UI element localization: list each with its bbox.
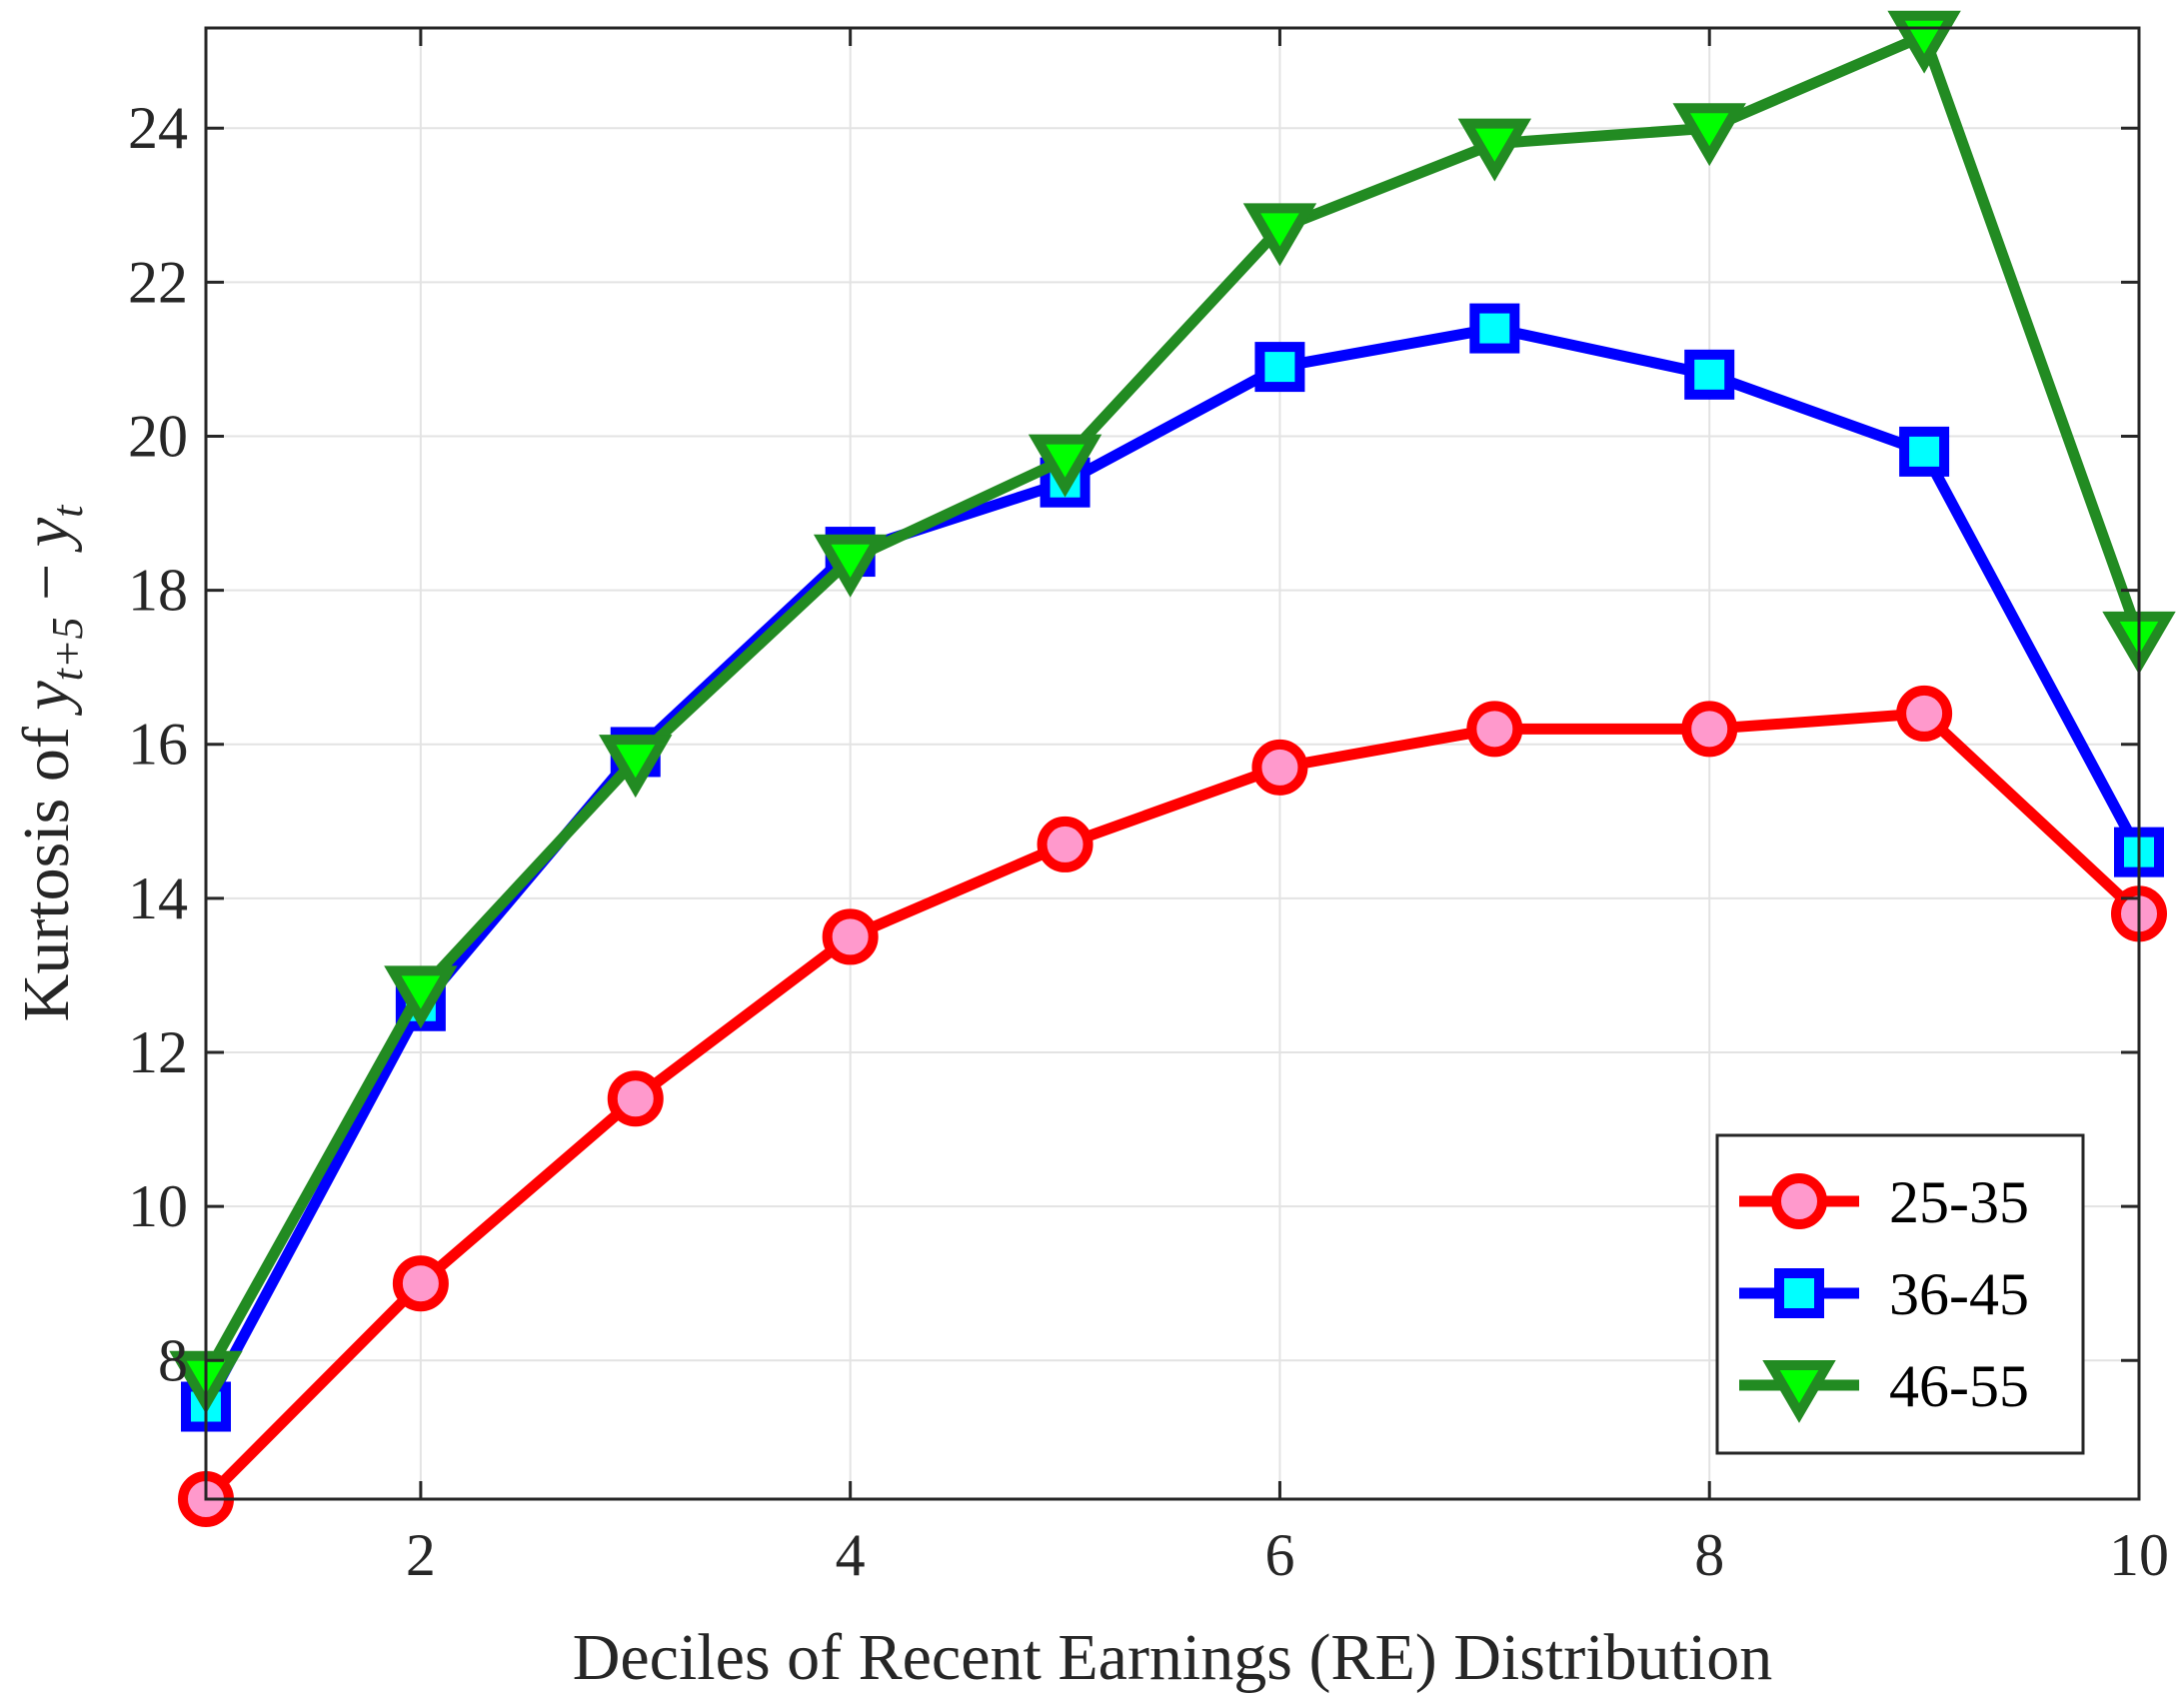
data-point <box>813 534 888 598</box>
data-point <box>1242 203 1317 267</box>
series-line <box>200 30 2145 1382</box>
series-46-55 <box>169 10 2176 1414</box>
data-point <box>1028 434 1102 498</box>
x-tick-label: 6 <box>1264 1522 1294 1588</box>
data-point <box>1466 701 1523 758</box>
data-point <box>1896 685 1953 742</box>
y-axis-title-prefix: Kurtosis of <box>10 711 83 1022</box>
grid <box>206 28 2139 1499</box>
x-tick-label: 4 <box>836 1522 866 1588</box>
x-tick-label: 8 <box>1694 1522 1724 1588</box>
y-tick-label: 18 <box>128 558 188 624</box>
data-point <box>1469 303 1520 354</box>
data-point <box>1672 103 1746 167</box>
legend-label: 25-35 <box>1889 1169 2029 1235</box>
legend: 25-35 36-45 46-55 <box>1715 1133 2085 1455</box>
y-tick-label: 24 <box>128 95 188 161</box>
legend-marker <box>1762 1360 1836 1423</box>
y-axis-title-sub1: t+5 <box>43 617 92 681</box>
y-tick-label: 12 <box>128 1019 188 1085</box>
y-tick-label: 16 <box>128 712 188 778</box>
legend-marker <box>1771 1173 1827 1229</box>
x-axis-title: Deciles of Recent Earnings (RE) Distribu… <box>573 1621 1773 1694</box>
data-point <box>822 908 879 965</box>
data-point <box>599 735 673 799</box>
plot-frame <box>204 26 2141 1501</box>
legend-label: 46-55 <box>1889 1353 2029 1419</box>
data-point <box>1899 426 1950 477</box>
y-axis-title-sub2: t <box>43 504 92 518</box>
data-point <box>1887 10 1961 74</box>
y-axis-title-var1: y <box>10 681 83 717</box>
data-point <box>392 1255 449 1312</box>
legend-marker <box>1774 1268 1824 1318</box>
data-point <box>1457 118 1532 182</box>
y-axis-title-var2: y <box>10 517 83 553</box>
data-point <box>1037 816 1093 872</box>
y-axis-title-op: − <box>10 547 83 617</box>
y-tick-label: 8 <box>158 1327 188 1393</box>
y-tick-label: 22 <box>128 249 188 315</box>
data-point <box>607 1070 664 1127</box>
y-tick-label: 20 <box>128 403 188 469</box>
data-point <box>1684 349 1735 400</box>
series-line <box>200 708 2145 1505</box>
data-point <box>1251 739 1308 796</box>
x-tick-label: 10 <box>2109 1522 2169 1588</box>
data-point <box>1681 701 1738 758</box>
y-axis-title: Kurtosis of yt+5 − yt <box>10 504 92 1021</box>
series-group <box>169 10 2176 1527</box>
x-tick-label: 2 <box>406 1522 436 1588</box>
legend-label: 36-45 <box>1889 1261 2029 1327</box>
series-25-35 <box>178 685 2167 1527</box>
data-point <box>1254 342 1305 393</box>
data-point <box>384 965 458 1029</box>
y-tick-label: 14 <box>128 865 188 931</box>
y-tick-label: 10 <box>128 1173 188 1239</box>
